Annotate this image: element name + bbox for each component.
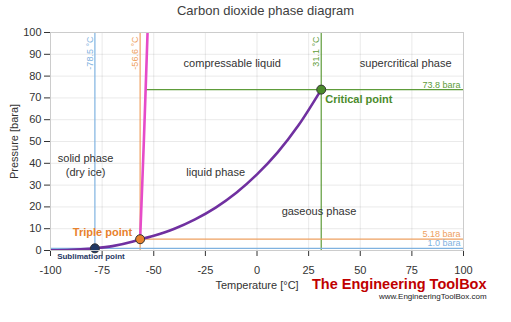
svg-text:Sublimation point: Sublimation point bbox=[57, 252, 125, 261]
svg-text:80: 80 bbox=[29, 70, 41, 82]
svg-text:compressable liquid: compressable liquid bbox=[184, 57, 281, 69]
svg-text:100: 100 bbox=[454, 264, 472, 276]
svg-text:-25: -25 bbox=[197, 264, 213, 276]
svg-text:supercritical phase: supercritical phase bbox=[360, 57, 452, 69]
svg-text:Pressure [bara]: Pressure [bara] bbox=[8, 104, 20, 179]
svg-text:0: 0 bbox=[254, 264, 260, 276]
svg-text:70: 70 bbox=[29, 91, 41, 103]
svg-text:73.8 bara: 73.8 bara bbox=[422, 79, 460, 89]
svg-text:5.18 bara: 5.18 bara bbox=[422, 229, 460, 239]
html-text:The Engineering ToolBox: The Engineering ToolBox bbox=[312, 276, 487, 292]
svg-text:-75: -75 bbox=[94, 264, 110, 276]
html-text:Carbon dioxide phase diagram: Carbon dioxide phase diagram bbox=[177, 3, 354, 18]
svg-text:gaseous phase: gaseous phase bbox=[282, 205, 357, 217]
svg-text:Critical point: Critical point bbox=[325, 93, 393, 105]
svg-text:-100: -100 bbox=[39, 264, 61, 276]
svg-text:-50: -50 bbox=[146, 264, 162, 276]
svg-text:50: 50 bbox=[354, 264, 366, 276]
svg-text:100: 100 bbox=[23, 26, 41, 38]
svg-text:40: 40 bbox=[29, 157, 41, 169]
svg-text:90: 90 bbox=[29, 48, 41, 60]
svg-text:-78.5 °C: -78.5 °C bbox=[85, 36, 95, 70]
svg-text:10: 10 bbox=[29, 222, 41, 234]
svg-text:50: 50 bbox=[29, 135, 41, 147]
svg-text:solid phase: solid phase bbox=[58, 152, 114, 164]
svg-text:(dry ice): (dry ice) bbox=[66, 166, 106, 178]
html-text:www.EngineeringToolBox.com: www.EngineeringToolBox.com bbox=[378, 292, 487, 301]
svg-text:1.0 bara: 1.0 bara bbox=[427, 238, 460, 248]
svg-text:liquid phase: liquid phase bbox=[186, 166, 245, 178]
svg-text:25: 25 bbox=[303, 264, 315, 276]
svg-text:0: 0 bbox=[35, 244, 41, 256]
svg-text:20: 20 bbox=[29, 200, 41, 212]
svg-text:-56.6 °C: -56.6 °C bbox=[130, 36, 140, 70]
svg-text:75: 75 bbox=[406, 264, 418, 276]
svg-text:Triple point: Triple point bbox=[73, 226, 133, 238]
svg-text:60: 60 bbox=[29, 113, 41, 125]
svg-text:30: 30 bbox=[29, 179, 41, 191]
svg-text:31.1 °C: 31.1 °C bbox=[311, 36, 321, 67]
svg-text:Temperature [°C]: Temperature [°C] bbox=[215, 279, 298, 291]
